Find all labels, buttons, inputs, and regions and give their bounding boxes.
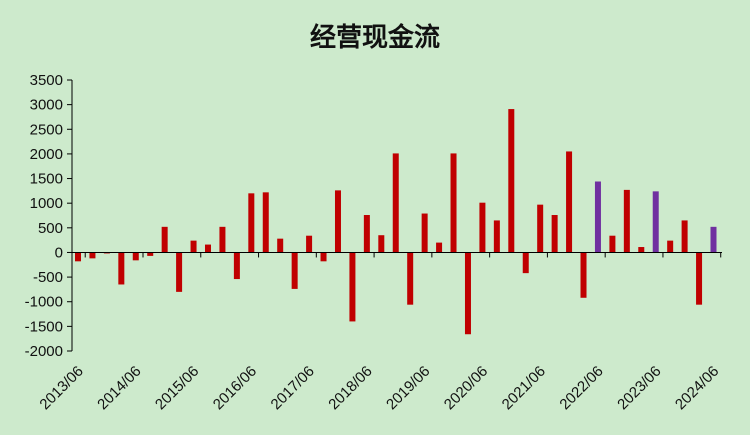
bar-2022-06 — [594, 181, 601, 253]
x-tick-label: 2022/06 — [556, 363, 606, 413]
chart-title: 经营现金流 — [310, 22, 440, 53]
x-tick-label: 2024/06 — [672, 363, 722, 413]
bar-2023-12 — [681, 220, 688, 253]
bar-2022-09 — [609, 235, 616, 253]
bar-2023-09 — [667, 240, 674, 253]
bar-2015-09 — [204, 244, 211, 253]
bar-2016-12 — [277, 238, 284, 253]
x-tick-label: 2023/06 — [614, 363, 664, 413]
bar-2021-03 — [522, 252, 529, 274]
bar-2024-06 — [710, 226, 717, 253]
bar-2018-12 — [392, 153, 399, 253]
bar-2016-06 — [248, 193, 255, 253]
y-tick-label: 2500 — [30, 121, 63, 138]
bar-2023-03 — [638, 247, 645, 253]
bar-2023-06 — [652, 191, 659, 253]
bar-2019-06 — [421, 213, 428, 253]
y-tick-label: 3500 — [30, 72, 63, 89]
y-tick-label: -2000 — [25, 343, 63, 360]
bar-2021-06 — [537, 204, 544, 253]
bar-2022-12 — [623, 189, 630, 253]
x-tick-label: 2015/06 — [152, 363, 202, 413]
bar-2016-09 — [262, 192, 269, 253]
y-tick-label: -1500 — [25, 318, 63, 335]
x-tick-label: 2013/06 — [36, 363, 86, 413]
bar-2020-09 — [493, 220, 500, 253]
bar-2013-06 — [75, 252, 81, 262]
bar-2021-12 — [566, 151, 573, 253]
y-tick-label: 1000 — [30, 195, 63, 212]
y-tick-label: 1500 — [30, 171, 63, 188]
bar-2019-12 — [450, 153, 457, 253]
bar-2024-03 — [696, 252, 703, 305]
bar-2017-03 — [291, 252, 298, 289]
bar-2014-12 — [161, 226, 168, 253]
bar-2022-03 — [580, 252, 587, 298]
x-tick-label: 2017/06 — [268, 363, 318, 413]
bar-2014-03 — [118, 252, 125, 285]
x-tick-label: 2021/06 — [499, 363, 549, 413]
axes-layer: -2000 -1500 -1000 -500 0 500 1000 1500 2000 2500 3… — [25, 72, 723, 413]
x-tick-label: 2016/06 — [210, 363, 260, 413]
y-tick-label: 500 — [38, 220, 63, 237]
bar-2019-03 — [407, 252, 414, 305]
bar-2016-03 — [233, 252, 240, 280]
bar-2020-12 — [508, 109, 515, 253]
bar-2013-09 — [89, 252, 96, 259]
y-tick-label: -1000 — [25, 294, 63, 311]
bar-2018-06 — [363, 215, 370, 253]
y-tick-label: 3000 — [30, 97, 63, 114]
y-tick-label: 0 — [55, 244, 63, 261]
y-tick-label: -500 — [33, 269, 63, 286]
bar-2017-06 — [306, 235, 313, 253]
x-tick-label: 2014/06 — [94, 363, 144, 413]
y-tick-label: 2000 — [30, 146, 63, 163]
x-tick-label: 2018/06 — [325, 363, 375, 413]
bar-2014-09 — [147, 252, 154, 256]
bar-2018-03 — [349, 252, 356, 322]
bar-2018-09 — [378, 235, 385, 253]
bar-2021-09 — [551, 215, 558, 253]
x-tick-label: 2020/06 — [441, 363, 491, 413]
bar-2020-06 — [479, 202, 486, 253]
bar-2015-12 — [219, 226, 226, 253]
bar-2015-03 — [176, 252, 183, 292]
bar-2019-09 — [436, 242, 443, 253]
bar-2014-06 — [132, 252, 139, 261]
bar-2017-09 — [320, 252, 327, 262]
bar-2017-12 — [334, 190, 341, 253]
bar-2020-03 — [464, 252, 471, 335]
bar-2015-06 — [190, 240, 197, 253]
bars-layer — [75, 109, 717, 335]
x-tick-label: 2019/06 — [383, 363, 433, 413]
